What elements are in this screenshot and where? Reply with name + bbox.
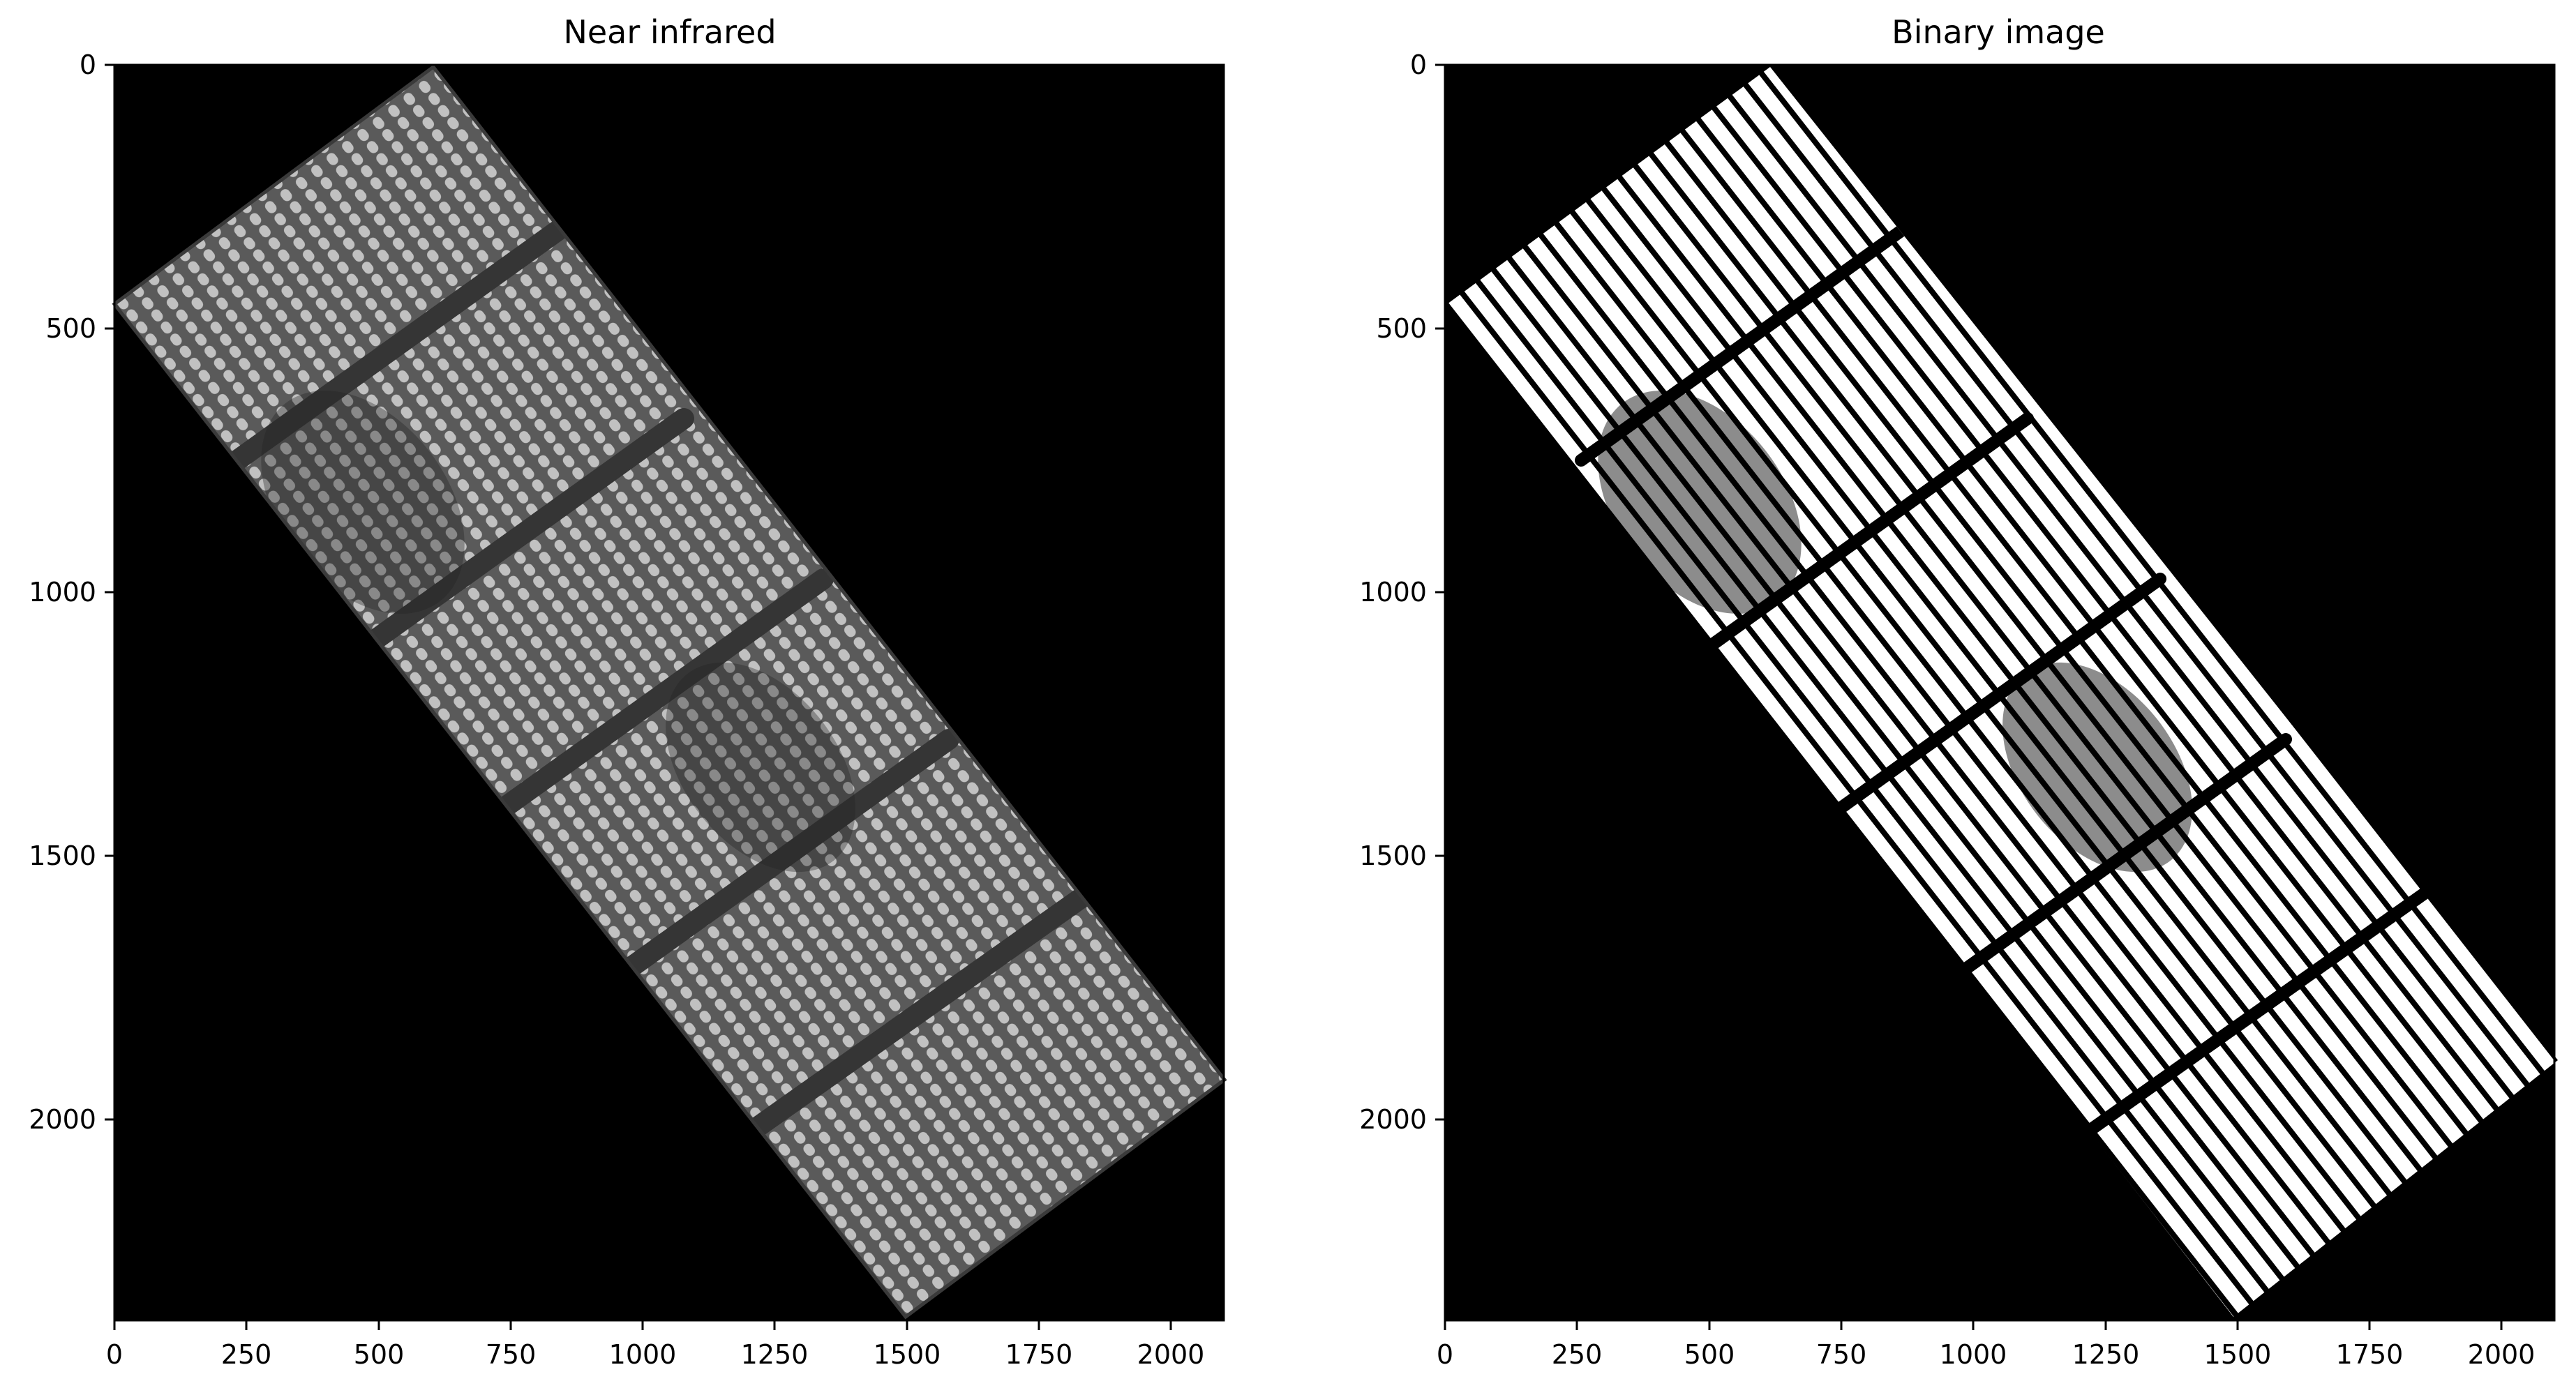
y-tick-label: 0 [1410,50,1427,80]
y-tick-label: 1500 [1359,840,1427,871]
y-tick-label: 0 [80,50,96,80]
binary-image-panel: Binary image 0 [1288,0,2576,1388]
axes-frame [113,63,1225,1322]
x-tick-label: 1000 [609,1339,677,1370]
x-tick-label: 250 [221,1339,272,1370]
x-tick-label: 250 [1552,1339,1603,1370]
x-tick-label: 2000 [2468,1339,2536,1370]
axes-frame [1444,63,2556,1322]
x-tick-label: 0 [1437,1339,1453,1370]
near-infrared-plot: Near infrared [29,13,1227,1370]
x-tick-label: 1250 [741,1339,809,1370]
y-tick-label: 500 [45,313,96,344]
y-tick-label: 1000 [29,577,96,608]
y-tick-label: 2000 [29,1104,96,1135]
y-tick-label: 2000 [1359,1104,1427,1135]
x-tick-label: 1750 [1005,1339,1073,1370]
panel-title: Binary image [1892,13,2105,51]
y-axis: 0 500 1000 1500 2000 [29,50,114,1135]
x-tick-label: 750 [1816,1339,1867,1370]
near-infrared-panel: Near infrared [29,13,1227,1370]
x-tick-label: 1500 [874,1339,941,1370]
binary-image-plot: Binary image 0 [1359,13,2558,1370]
x-tick-label: 750 [486,1339,537,1370]
x-tick-label: 500 [354,1339,405,1370]
x-tick-label: 1000 [1940,1339,2007,1370]
x-tick-label: 1250 [2072,1339,2140,1370]
y-tick-label: 1000 [1359,577,1427,608]
y-axis: 0 500 1000 1500 2000 [1359,50,1445,1135]
panel-title: Near infrared [563,13,776,51]
x-tick-label: 1750 [2336,1339,2404,1370]
x-axis: 0 250 500 750 1000 1250 1500 1750 2000 [1437,1320,2535,1370]
y-tick-label: 500 [1376,313,1427,344]
x-axis: 0 250 500 750 1000 1250 1500 1750 2000 [106,1320,1204,1370]
x-tick-label: 2000 [1137,1339,1205,1370]
x-tick-label: 1500 [2204,1339,2272,1370]
x-tick-label: 0 [106,1339,123,1370]
x-tick-label: 500 [1684,1339,1735,1370]
field-outline [112,64,1227,1320]
y-tick-label: 1500 [29,840,96,871]
